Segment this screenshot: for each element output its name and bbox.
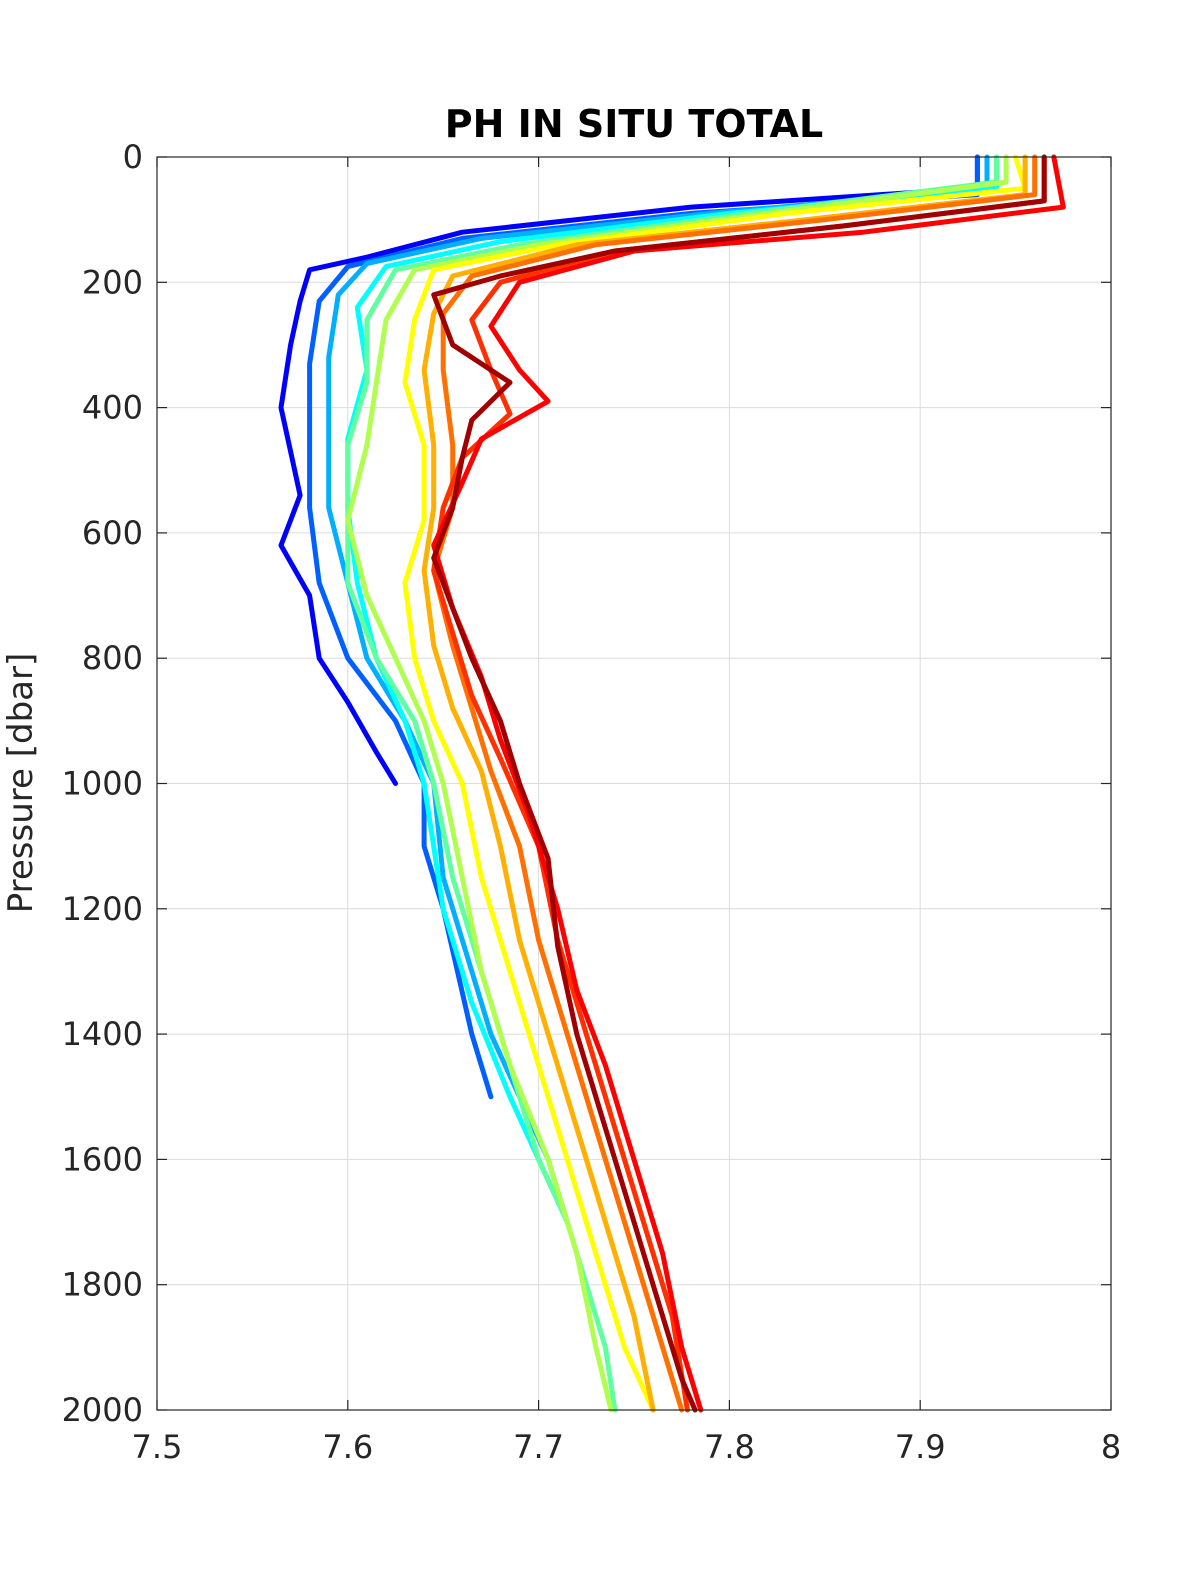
y-tick-label: 0: [123, 138, 143, 176]
x-tick-labels: 7.5 7.6 7.7 7.8 7.9 8: [132, 1428, 1122, 1466]
profile-line-3: [326, 154, 990, 1225]
plot-area: [278, 154, 1066, 1413]
x-tick-label: 7.7: [513, 1428, 564, 1466]
profile-line-6: [345, 154, 1009, 1413]
x-tick-label: 7.8: [704, 1428, 755, 1466]
tick-marks: [156, 156, 1112, 1411]
y-tick-label: 1400: [62, 1015, 143, 1053]
chart-title: PH IN SITU TOTAL: [445, 102, 823, 146]
y-tick-label: 400: [82, 389, 143, 427]
profile-line-12: [431, 154, 1047, 1413]
x-tick-label: 7.5: [132, 1428, 183, 1466]
y-tick-label: 1600: [62, 1140, 143, 1178]
y-tick-label: 1000: [62, 765, 143, 803]
y-tick-label: 2000: [62, 1391, 143, 1429]
y-tick-label: 600: [82, 514, 143, 552]
y-tick-label: 1200: [62, 890, 143, 928]
profile-line-1: [278, 154, 980, 786]
x-tick-label: 7.9: [895, 1428, 946, 1466]
y-tick-labels: 0 200 400 600 800 1000 1200 1400 1600 1800 2000: [62, 138, 143, 1429]
profile-line-5: [345, 154, 999, 1413]
y-tick-label: 200: [82, 263, 143, 301]
y-tick-label: 800: [82, 639, 143, 677]
profile-line-7: [402, 154, 1028, 1413]
y-tick-label: 1800: [62, 1266, 143, 1304]
y-axis-label: Pressure [dbar]: [1, 653, 41, 914]
profile-line-8: [421, 154, 1028, 1413]
x-tick-label: 8: [1101, 1428, 1121, 1466]
x-tick-label: 7.6: [322, 1428, 373, 1466]
